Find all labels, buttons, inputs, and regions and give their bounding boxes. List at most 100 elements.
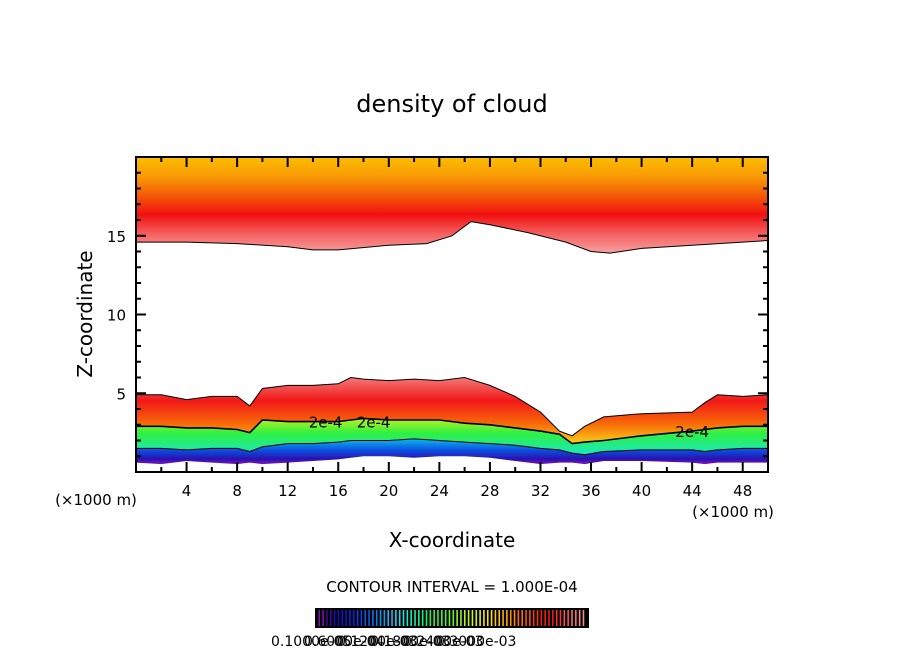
colorbar-label: 0.3000e-03: [436, 634, 516, 650]
colorbar-swatch: [333, 610, 336, 626]
colorbar-swatch: [398, 610, 401, 626]
contour-line-2e-4: [136, 417, 768, 445]
colorbar-swatch: [337, 610, 340, 626]
colorbar-label: 0.1000e-05: [271, 634, 351, 650]
x-tick-label: 4: [182, 482, 192, 500]
colorbar-swatch: [506, 610, 508, 626]
upper-layer-boundary-contour: [136, 221, 768, 254]
colorbar-swatch: [544, 610, 546, 626]
x-tick-label: 32: [531, 482, 550, 500]
colorbar-swatch: [402, 610, 405, 626]
colorbar-swatch: [486, 610, 489, 626]
x-tick-label: 24: [430, 482, 449, 500]
colorbar-swatch: [552, 610, 554, 626]
colorbar-swatch: [582, 610, 585, 626]
colorbar-swatch: [356, 610, 359, 626]
contour-interval-text: CONTOUR INTERVAL = 1.000E-04: [326, 578, 577, 596]
colorbar-swatch: [483, 610, 485, 626]
colorbar-swatch: [494, 610, 497, 626]
colorbar-swatch: [391, 610, 393, 626]
colorbar-label: 0.6000e-04: [304, 634, 385, 650]
colorbar-swatch: [525, 610, 527, 626]
colorbar-swatch: [345, 610, 347, 626]
colorbar-swatch: [375, 610, 378, 626]
colorbar-swatch: [529, 610, 531, 626]
x-tick-label: 20: [379, 482, 398, 500]
colorbar-swatch: [571, 610, 573, 626]
colorbar-swatch: [421, 610, 424, 626]
colorbar-swatch: [425, 610, 428, 626]
colorbar-swatch: [532, 610, 535, 626]
colorbar-swatch: [509, 610, 512, 626]
colorbar-swatch: [318, 610, 321, 626]
x-tick-label: 16: [329, 482, 348, 500]
colorbar-label: 0.2400e-03: [403, 634, 483, 650]
colorbar-swatch: [490, 610, 493, 626]
colorbar-swatch: [387, 610, 390, 626]
colorbar: [318, 610, 585, 626]
contour-label: 2e-4: [357, 414, 391, 432]
colorbar-swatch: [502, 610, 504, 626]
x-tick-label: 40: [632, 482, 651, 500]
colorbar-swatch: [341, 610, 344, 626]
colorbar-swatch: [452, 610, 455, 626]
colorbar-swatch: [372, 610, 374, 626]
y-tick-label: 5: [116, 385, 126, 403]
x-unit-label-right: (×1000 m): [692, 503, 774, 521]
colorbar-swatch: [517, 610, 520, 626]
colorbar-label: 0.1800e-03: [370, 634, 450, 650]
colorbar-swatch: [536, 610, 539, 626]
x-tick-label: 12: [278, 482, 297, 500]
colorbar-swatch: [441, 610, 443, 626]
colorbar-swatch: [471, 610, 474, 626]
x-axis-label: X-coordinate: [389, 528, 516, 552]
colorbar-swatch: [352, 610, 355, 626]
x-unit-label-left: (×1000 m): [55, 491, 137, 509]
x-tick-label: 28: [480, 482, 499, 500]
colorbar-swatch: [429, 610, 432, 626]
contour-label: 2e-4: [309, 414, 343, 432]
y-axis-ticks: 5 10 15: [107, 171, 768, 458]
colorbar-swatch: [329, 610, 332, 626]
colorbar-swatch: [479, 610, 481, 626]
colorbar-swatch: [475, 610, 478, 626]
colorbar-swatch: [349, 610, 351, 626]
y-tick-label: 15: [107, 228, 126, 246]
colorbar-swatch: [567, 610, 569, 626]
colorbar-swatch: [322, 610, 324, 626]
colorbar-swatch: [364, 610, 367, 626]
lower-cloud-layer-upper-band: [136, 377, 768, 444]
colorbar-swatch: [414, 610, 416, 626]
colorbar-swatch: [360, 610, 363, 626]
contour-label: 2e-4: [675, 423, 709, 441]
colorbar-swatch: [521, 610, 524, 626]
colorbar-frame: [315, 608, 589, 628]
colorbar-swatch: [410, 610, 412, 626]
lower-layer-top-contour: [136, 376, 768, 437]
lower-cloud-layer-middle-band: [136, 418, 768, 455]
colorbar-swatch: [448, 610, 451, 626]
colorbar-labels: 0.1000e-050.6000e-040.1200e-030.1800e-03…: [271, 634, 516, 650]
chart-title: density of cloud: [356, 90, 547, 118]
colorbar-swatch: [383, 610, 386, 626]
colorbar-swatch: [575, 610, 577, 626]
x-tick-label: 48: [733, 482, 752, 500]
x-tick-label: 44: [683, 482, 702, 500]
colorbar-swatch: [578, 610, 581, 626]
colorbar-swatch: [513, 610, 516, 626]
colorbar-swatch: [437, 610, 439, 626]
contour-line-1e-4: [136, 438, 768, 456]
colorbar-swatch: [368, 610, 370, 626]
colorbar-swatch: [555, 610, 558, 626]
colorbar-swatch: [444, 610, 447, 626]
plot-area: 2e-4 2e-4 2e-4: [136, 157, 768, 465]
upper-cloud-layer: [136, 157, 768, 254]
colorbar-swatch: [460, 610, 462, 626]
colorbar-swatch: [463, 610, 466, 626]
contour-labels: 2e-4 2e-4 2e-4: [309, 414, 709, 441]
colorbar-swatch: [456, 610, 458, 626]
colorbar-swatch: [559, 610, 562, 626]
colorbar-swatch: [395, 610, 397, 626]
colorbar-swatch: [548, 610, 550, 626]
